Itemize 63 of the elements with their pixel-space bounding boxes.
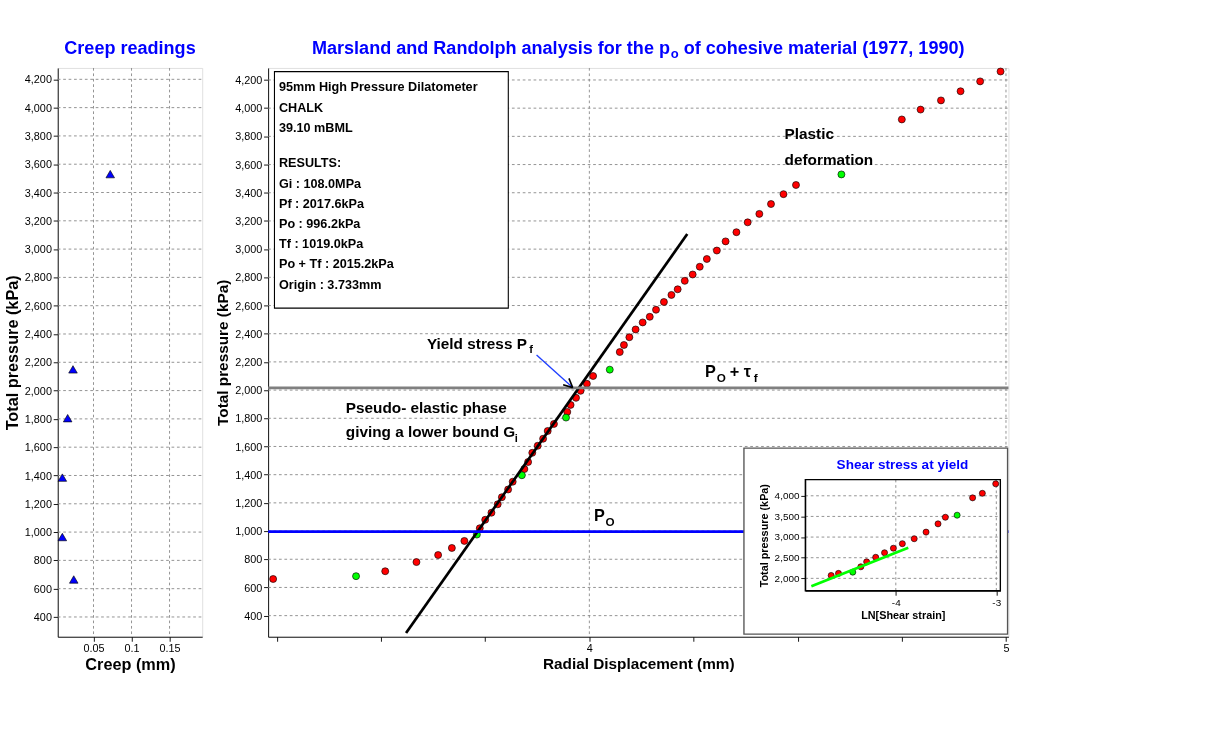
y-tick-label: 400: [33, 611, 52, 624]
chart-title: Shear stress at yield: [836, 456, 969, 472]
y-tick-label: 1,000: [235, 525, 263, 538]
y-axis-title: Total pressure (kPa): [2, 275, 21, 431]
y-tick-label: 3,500: [774, 510, 800, 522]
y-tick-label: 4,200: [24, 73, 52, 86]
y-tick-label: 3,200: [235, 215, 263, 227]
y-tick-label: 2,000: [235, 384, 263, 397]
x-tick-label: -3: [992, 596, 1002, 608]
y-tick-label: 600: [33, 582, 52, 595]
x-axis-title: Creep (mm): [85, 654, 176, 673]
y-tick-label: 2,400: [235, 327, 263, 340]
annotation: 95mm High Pressure Dilatometer CHALK 39.10 mBML: [278, 80, 478, 135]
y-tick-label: 4,000: [24, 101, 52, 114]
annotation: Plastic deformation: [784, 125, 874, 169]
y-tick-label: 1,200: [24, 497, 52, 510]
x-tick-label: 0.05: [83, 641, 105, 654]
y-tick-label: 1,000: [24, 526, 52, 539]
y-tick-label: 3,800: [235, 130, 263, 143]
y-tick-label: 3,600: [235, 158, 263, 171]
y-axis-title: Total pressure (kPa): [758, 483, 771, 588]
y-tick-label: 2,800: [24, 271, 52, 284]
chart-title: Creep readings: [64, 37, 196, 58]
y-tick-label: 4,000: [235, 102, 263, 115]
y-tick-label: 2,600: [24, 299, 52, 312]
y-tick-label: 2,000: [774, 572, 800, 584]
y-tick-label: 2,500: [774, 551, 800, 563]
y-tick-label: 3,400: [24, 186, 52, 199]
x-tick-label: 5: [1003, 641, 1010, 654]
y-tick-label: 2,200: [24, 356, 52, 369]
x-axis-title: Radial Displacement (mm): [542, 654, 735, 672]
annotation: RESULTS: Gi : 108.0MPa Pf : 2017.6kPa Po : 996.2kPa Tf : 1019.0kPa Po + Tf : 2015.2kPa Origin : 3.733mm: [278, 156, 395, 292]
y-tick-label: 800: [33, 554, 52, 567]
y-tick-label: 2,200: [235, 355, 263, 368]
y-tick-label: 1,600: [24, 441, 52, 454]
y-tick-label: 2,600: [235, 299, 263, 312]
y-tick-label: 3,000: [24, 243, 52, 256]
y-tick-label: 1,400: [24, 469, 52, 482]
y-tick-label: 1,600: [235, 440, 263, 453]
y-tick-label: 2,000: [24, 384, 52, 397]
y-tick-label: 600: [244, 581, 263, 594]
x-tick-label: 0.15: [159, 641, 181, 654]
x-tick-label: 4: [586, 641, 593, 654]
y-tick-label: 1,800: [24, 412, 52, 425]
y-tick-label: 4,200: [235, 74, 263, 87]
y-tick-label: 400: [244, 609, 263, 622]
y-tick-label: 800: [244, 553, 263, 566]
y-tick-label: 3,400: [235, 186, 263, 199]
x-tick-label: 0.1: [124, 641, 140, 654]
y-tick-label: 4,000: [774, 489, 800, 501]
x-axis-title: LN[Shear strain]: [861, 609, 946, 622]
y-tick-label: 1,800: [235, 412, 263, 425]
y-tick-label: 2,400: [24, 328, 52, 341]
y-tick-label: 3,800: [24, 129, 52, 142]
y-tick-label: 1,200: [235, 496, 263, 509]
y-axis-title: Total pressure (kPa): [213, 279, 231, 426]
y-tick-label: 3,600: [24, 158, 52, 171]
y-tick-label: 1,400: [235, 468, 263, 481]
y-tick-label: 3,200: [24, 214, 52, 227]
y-tick-label: 3,000: [235, 243, 263, 256]
x-tick-label: -4: [891, 596, 902, 608]
y-tick-label: 2,800: [235, 271, 263, 284]
y-tick-label: 3,000: [774, 531, 800, 543]
